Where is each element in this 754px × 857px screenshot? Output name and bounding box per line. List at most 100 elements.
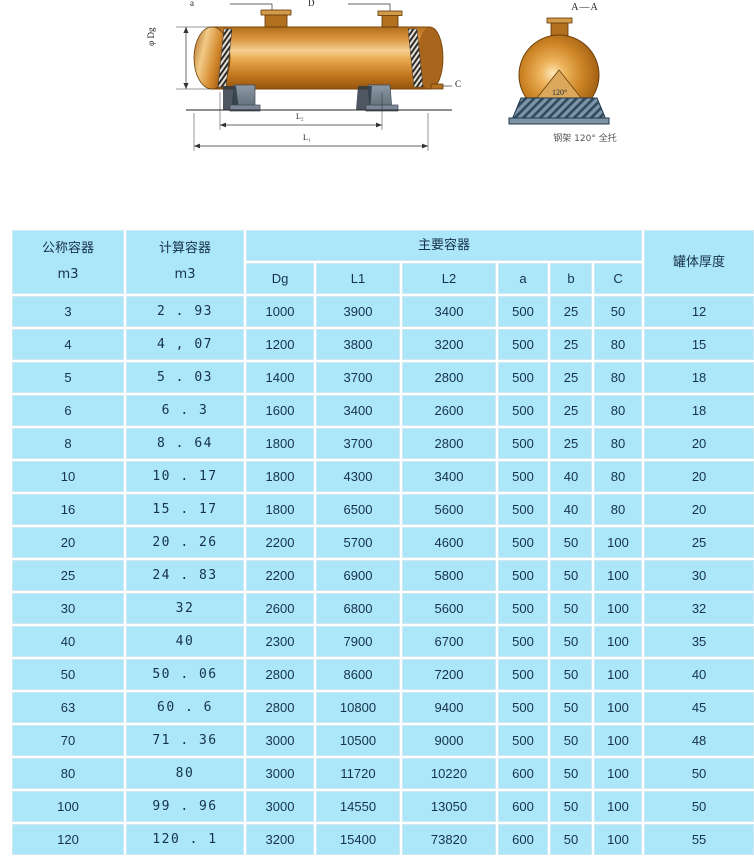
table-header: 公称容器 m3 计算容器 m3 主要容器 罐体厚度 重量kg Dg L1 L2 … [12,230,754,294]
table-row: 44 , 07120038003200500258015480 [12,329,754,360]
cell-l2: 10220 [402,758,496,789]
cell-a: 500 [498,296,548,327]
table-row: 303226006800560050050100324132 [12,593,754,624]
cell-calculated: 4 , 07 [126,329,244,360]
cell-thickness: 50 [644,758,754,789]
header-b: b [550,263,592,294]
header-l2: L2 [402,263,496,294]
cell-b: 50 [550,593,592,624]
cell-dg: 1600 [246,395,314,426]
nozzle-a-label: a [190,0,194,8]
header-c: C [594,263,643,294]
cell-calculated: 20 . 26 [126,527,244,558]
cell-nominal: 5 [12,362,124,393]
header-nominal-volume-unit: m3 [57,267,79,282]
cell-b: 40 [550,494,592,525]
cell-calculated: 6 . 3 [126,395,244,426]
cell-nominal: 80 [12,758,124,789]
cell-dg: 3000 [246,791,314,822]
cell-l1: 3400 [316,395,400,426]
cell-c: 100 [594,758,643,789]
cell-l1: 15400 [316,824,400,855]
cell-a: 500 [498,560,548,591]
cell-dg: 2600 [246,593,314,624]
cell-a: 500 [498,593,548,624]
cell-l1: 7900 [316,626,400,657]
cell-dg: 2200 [246,560,314,591]
cell-l1: 5700 [316,527,400,558]
cell-a: 500 [498,329,548,360]
header-dg: Dg [246,263,314,294]
cell-b: 50 [550,626,592,657]
table-row: 55 . 03140037002800500258018650 [12,362,754,393]
cell-l2: 13050 [402,791,496,822]
cell-a: 500 [498,527,548,558]
cell-calculated: 60 . 6 [126,692,244,723]
cell-l1: 6800 [316,593,400,624]
cell-a: 600 [498,791,548,822]
cell-b: 25 [550,296,592,327]
cell-l1: 3700 [316,428,400,459]
cell-thickness: 55 [644,824,754,855]
cell-b: 50 [550,692,592,723]
cell-thickness: 40 [644,659,754,690]
table-row: 404023007900670050050100355086 [12,626,754,657]
cell-dg: 1800 [246,494,314,525]
cell-l1: 4300 [316,461,400,492]
cell-l1: 3800 [316,329,400,360]
cell-a: 500 [498,692,548,723]
cell-l2: 5600 [402,593,496,624]
cell-l2: 5600 [402,494,496,525]
tank-cross-section-drawing [508,17,610,125]
header-shell-thickness: 罐体厚度 [644,230,754,294]
tank-elevation-drawing [176,3,452,151]
header-row-primary: 公称容器 m3 计算容器 m3 主要容器 罐体厚度 重量kg [12,230,754,294]
cell-c: 80 [594,461,643,492]
table-row: 66 . 3160034002600500258018750 [12,395,754,426]
cell-l1: 6500 [316,494,400,525]
header-calculated-volume-title: 计算容器 [158,241,211,256]
cell-thickness: 20 [644,428,754,459]
table-row: 808030001172010220600501005011463 [12,758,754,789]
cell-c: 80 [594,329,643,360]
cell-l2: 5800 [402,560,496,591]
nozzle-d-label: D [308,0,315,8]
cell-b: 25 [550,395,592,426]
cell-a: 600 [498,824,548,855]
cell-calculated: 10 . 17 [126,461,244,492]
cell-nominal: 6 [12,395,124,426]
cell-nominal: 16 [12,494,124,525]
cell-c: 100 [594,659,643,690]
cell-c: 100 [594,593,643,624]
header-row-secondary: Dg L1 L2 a b C [12,263,754,294]
cell-a: 500 [498,626,548,657]
cell-a: 500 [498,494,548,525]
section-view-title: A—A [571,2,599,13]
cell-c: 80 [594,428,643,459]
cell-b: 40 [550,461,592,492]
cell-calculated: 40 [126,626,244,657]
cell-c: 100 [594,560,643,591]
cell-nominal: 50 [12,659,124,690]
cell-b: 50 [550,758,592,789]
cell-l1: 8600 [316,659,400,690]
cell-l2: 3400 [402,296,496,327]
cell-dg: 1200 [246,329,314,360]
cell-dg: 2800 [246,659,314,690]
cell-l1: 6900 [316,560,400,591]
cell-calculated: 24 . 83 [126,560,244,591]
specification-table-container: 公称容器 m3 计算容器 m3 主要容器 罐体厚度 重量kg Dg L1 L2 … [10,228,754,857]
cell-c: 100 [594,626,643,657]
cell-calculated: 32 [126,593,244,624]
header-a: a [498,263,548,294]
cell-nominal: 30 [12,593,124,624]
cell-c: 100 [594,692,643,723]
cell-a: 600 [498,758,548,789]
cell-calculated: 50 . 06 [126,659,244,690]
cell-thickness: 15 [644,329,754,360]
cell-l2: 2600 [402,395,496,426]
